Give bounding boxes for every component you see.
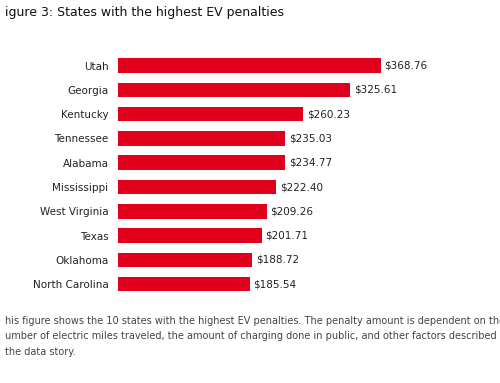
Bar [118,204,267,219]
Text: $188.72: $188.72 [256,255,299,265]
Bar [118,277,250,291]
Text: $209.26: $209.26 [270,206,314,216]
Bar [118,155,285,170]
Text: igure 3: States with the highest EV penalties: igure 3: States with the highest EV pena… [5,6,284,19]
Bar [118,131,286,146]
Text: $234.77: $234.77 [289,158,332,168]
Text: $260.23: $260.23 [307,109,350,119]
Text: $185.54: $185.54 [254,279,296,289]
Bar [118,83,350,97]
Text: the data story.: the data story. [5,347,76,357]
Text: $222.40: $222.40 [280,182,323,192]
Bar [118,58,381,73]
Text: $201.71: $201.71 [265,231,308,241]
Text: $235.03: $235.03 [289,133,332,144]
Text: umber of electric miles traveled, the amount of charging done in public, and oth: umber of electric miles traveled, the am… [5,331,500,341]
Bar [118,180,276,194]
Text: $368.76: $368.76 [384,61,428,70]
Text: his figure shows the 10 states with the highest EV penalties. The penalty amount: his figure shows the 10 states with the … [5,316,500,326]
Text: $325.61: $325.61 [354,85,397,95]
Bar [118,253,252,267]
Bar [118,228,262,243]
Bar [118,107,304,121]
